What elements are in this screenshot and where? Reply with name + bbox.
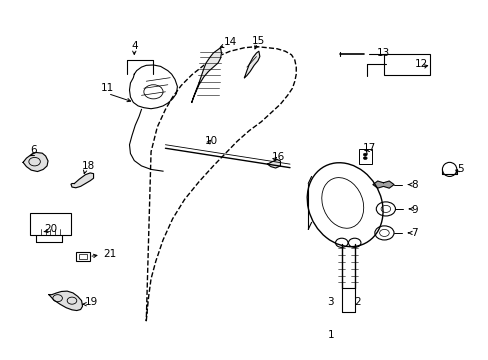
Text: 7: 7 (410, 228, 417, 238)
Polygon shape (191, 48, 221, 102)
Text: 20: 20 (44, 224, 57, 234)
Polygon shape (244, 51, 259, 78)
Text: 8: 8 (410, 180, 417, 190)
Text: 18: 18 (82, 161, 95, 171)
Text: 4: 4 (131, 41, 137, 51)
Text: 1: 1 (327, 329, 333, 339)
Polygon shape (267, 159, 280, 168)
Text: 17: 17 (362, 143, 375, 153)
Text: 6: 6 (30, 145, 37, 155)
Text: 14: 14 (223, 37, 236, 48)
Text: 3: 3 (327, 297, 333, 307)
Text: 9: 9 (410, 205, 417, 215)
Text: 16: 16 (271, 152, 284, 162)
Text: 19: 19 (84, 297, 98, 307)
Text: 11: 11 (101, 83, 114, 93)
Text: 2: 2 (353, 297, 360, 307)
Text: 15: 15 (252, 36, 265, 46)
Text: 12: 12 (414, 59, 427, 68)
Circle shape (363, 153, 366, 156)
Polygon shape (372, 181, 393, 188)
Text: 13: 13 (376, 48, 389, 58)
Polygon shape (49, 291, 82, 311)
Text: 5: 5 (456, 165, 463, 174)
Text: 21: 21 (103, 249, 117, 259)
Polygon shape (23, 153, 48, 171)
Text: 10: 10 (204, 136, 217, 146)
Polygon shape (71, 173, 93, 188)
Circle shape (363, 157, 366, 159)
